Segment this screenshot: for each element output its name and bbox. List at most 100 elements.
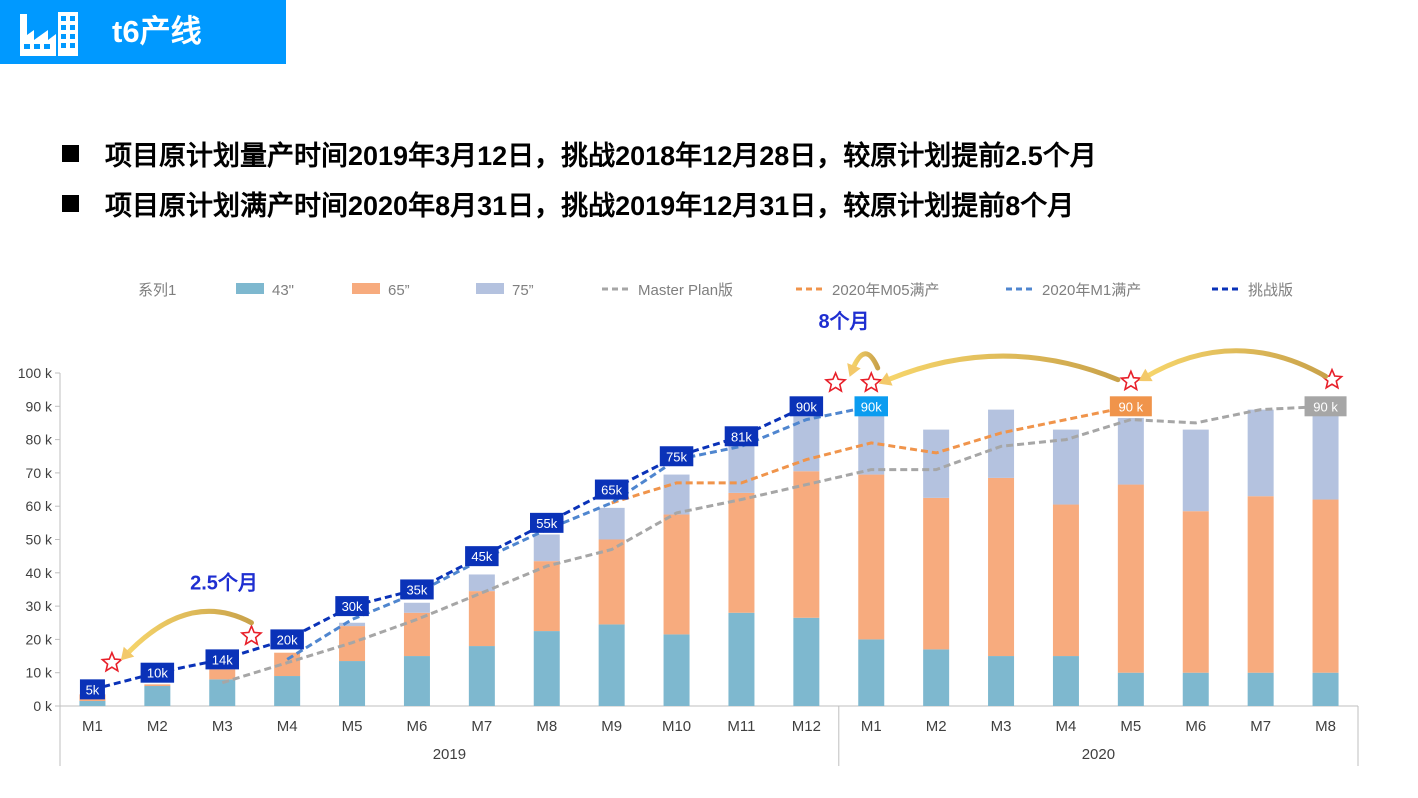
bar-segment [533,534,560,562]
bar-segment [1247,672,1274,706]
bar-segment [468,591,495,647]
x-tick-label: M3 [212,718,233,735]
bar-segment [923,649,950,706]
bar-segment [663,514,690,635]
data-label-box [530,512,564,533]
bar-segment [1312,406,1339,500]
bullet-item: 项目原计划量产时间2019年3月12日，挑战2018年12月28日，较原计划提前… [62,130,1097,176]
data-label: 90 k [1119,399,1144,414]
bar-segment [1117,672,1144,706]
series-line [92,404,808,691]
y-tick-label: 70 k [26,465,53,481]
data-label: 14k [212,652,233,667]
bar-segment [144,684,171,687]
bar-segment [79,701,106,706]
x-tick-label: M2 [147,718,168,735]
bar-segment [1312,499,1339,673]
data-label: 5k [86,682,100,697]
x-tick-label: M8 [1315,718,1336,735]
y-tick-label: 10 k [26,665,53,681]
star-icon [239,624,263,646]
legend-label: 65” [388,282,410,299]
data-label-box [465,546,499,567]
data-label: 20k [277,632,298,647]
bar-segment [468,646,495,706]
data-label: 35k [406,582,427,597]
bar-segment [144,686,171,706]
bar-segment [858,639,885,706]
bar-segment [403,602,430,613]
legend-label: 43" [272,282,294,299]
star-icon [1119,369,1143,392]
data-label-box [724,426,759,447]
y-tick-label: 90 k [26,398,53,414]
curved-arrow-icon-head [1138,368,1153,382]
bar-segment [1052,504,1079,657]
bar-segment [923,497,950,650]
bar-segment [533,561,560,632]
data-label: 30k [342,599,363,614]
bar-segment [923,429,950,498]
production-chart: 系列1 43" 65” 75” Master Plan版 2020年M05满产 2020年M… [18,282,1359,766]
y-tick-label: 0 k [33,698,53,714]
bar-segment [1052,429,1079,505]
title-bar: t6产线 [0,0,286,64]
x-tick-label: M3 [991,718,1012,735]
data-label-box [205,649,239,670]
data-label: 45k [471,549,492,564]
legend-label: 挑战版 [1248,282,1293,299]
bar-segment [1312,672,1339,706]
y-tick-label: 60 k [26,498,53,514]
x-tick-label: M4 [277,718,298,735]
x-tick-label: M6 [407,718,428,735]
curved-arrow-icon [881,353,1121,384]
x-tick-label: M10 [662,718,691,735]
legend-label: 2020年M1满产 [1042,282,1141,299]
legend-swatch [476,283,504,294]
x-tick-label: M2 [926,718,947,735]
legend-label: 75” [512,282,534,299]
legend-label: 2020年M05满产 [832,282,940,299]
square-bullet-icon [62,194,79,212]
factory-icon [20,12,78,56]
series-line [286,404,872,661]
bar-segment [793,471,820,618]
star-icon [100,650,124,673]
bar-segment [1052,656,1079,706]
x-tick-label: M7 [471,718,492,735]
bullet-text: 项目原计划满产时间2020年8月31日，挑战2019年12月31日，较原计划提前… [105,190,1075,221]
bar-segment [663,634,690,706]
star-icon [859,370,883,393]
square-bullet-icon [62,144,79,162]
data-label-box [1304,396,1347,417]
x-tick-label: M1 [82,718,103,735]
bar-segment [533,631,560,706]
bar-segment [728,492,755,613]
bar-segment [339,622,366,627]
bar-segment [988,409,1015,478]
bar-segment [598,624,625,706]
bar-segment [988,477,1015,657]
bar-segment [1117,484,1144,673]
bar-segment [598,539,625,625]
data-label: 90 k [1313,399,1338,414]
y-tick-label: 20 k [26,631,53,647]
data-label: 90k [861,399,882,414]
bar-segment [663,474,690,515]
star-icon [824,370,848,393]
data-label-box [335,596,369,617]
data-label-box [270,629,304,650]
x-tick-label: M1 [861,718,882,735]
bar-segment [793,617,820,706]
y-tick-label: 50 k [26,532,53,548]
x-tick-label: M7 [1250,718,1271,735]
bar-segment [339,661,366,706]
curved-arrow-icon [1141,348,1329,381]
data-label-box [140,662,175,683]
x-tick-label: M6 [1185,718,1206,735]
data-label-box [79,679,105,700]
curved-arrow-icon [122,608,254,659]
legend-label: Master Plan版 [638,282,733,299]
bar-segment [1182,672,1209,706]
x-tick-label: M5 [1120,718,1141,735]
